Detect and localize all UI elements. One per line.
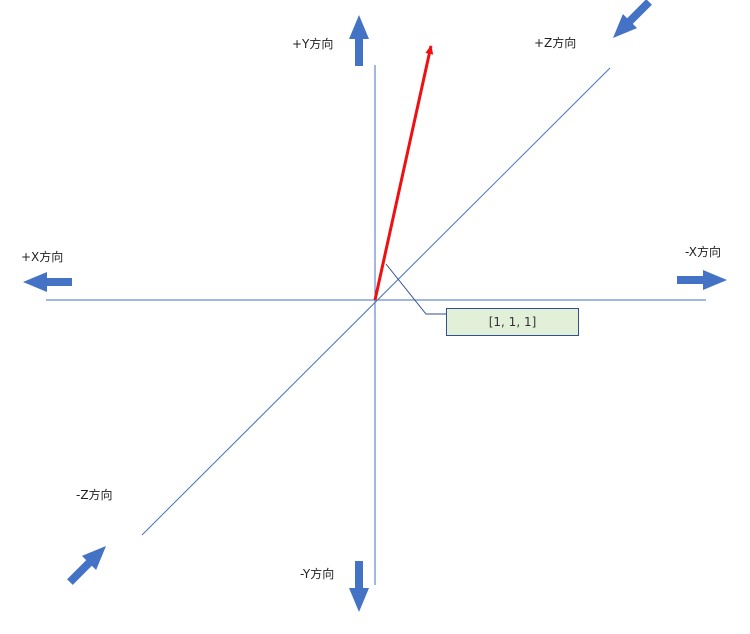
callout-leader-line	[385, 263, 446, 315]
vector-callout-box: [1, 1, 1]	[446, 308, 579, 336]
plus-x-arrow-icon	[23, 272, 72, 292]
minus-x-label: -X方向	[685, 245, 721, 259]
plus-z-label: +Z方向	[534, 36, 577, 50]
vector-label: [1, 1, 1]	[488, 315, 537, 329]
plus-z-arrow-icon	[613, 0, 652, 38]
plus-y-label: +Y方向	[292, 37, 334, 51]
vector-arrow	[373, 45, 434, 301]
plus-x-label: +X方向	[21, 250, 64, 264]
plus-y-arrow-icon	[349, 15, 369, 66]
minus-z-label: -Z方向	[76, 488, 113, 502]
minus-y-arrow-icon	[349, 561, 369, 612]
minus-z-arrow-icon	[67, 546, 106, 585]
z-axis-line	[141, 67, 611, 536]
minus-y-label: -Y方向	[300, 567, 335, 581]
minus-x-arrow-icon	[677, 270, 727, 290]
